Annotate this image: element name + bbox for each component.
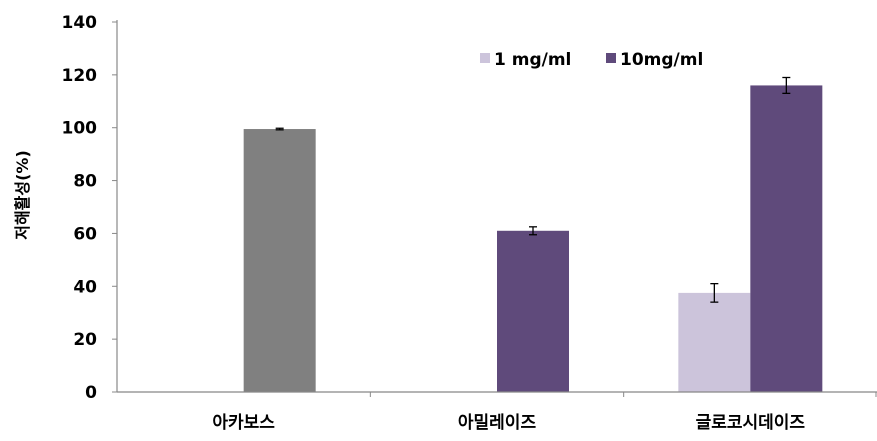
legend-swatch-10mg (606, 53, 616, 63)
y-axis-ticks: 0 20 40 60 80 100 120 140 (62, 13, 117, 403)
legend-label-1mg: 1 mg/ml (494, 50, 571, 70)
bars (243, 85, 823, 393)
x-category-label: 글로코시데이즈 (696, 413, 806, 433)
bar (678, 292, 751, 392)
bar (243, 129, 316, 393)
x-category-label: 아밀레이즈 (458, 412, 537, 433)
legend: 1 mg/ml 10mg/ml (480, 50, 703, 70)
legend-swatch-1mg (480, 53, 490, 63)
bar (750, 85, 823, 392)
y-tick-label: 80 (73, 172, 97, 192)
y-tick-label: 0 (85, 383, 97, 403)
legend-label-10mg: 10mg/ml (620, 50, 703, 70)
y-tick-label: 40 (73, 277, 97, 297)
y-tick-label: 140 (62, 13, 98, 33)
bar (497, 230, 569, 392)
y-axis-label: 저해활성(%) (13, 150, 32, 240)
error-bars (275, 76, 791, 303)
x-axis-categories: 아카보스 아밀레이즈 글로코시데이즈 (212, 392, 877, 433)
y-tick-label: 20 (73, 330, 97, 350)
x-category-label: 아카보스 (212, 413, 275, 433)
y-tick-label: 120 (62, 66, 98, 86)
y-tick-label: 60 (73, 224, 97, 244)
y-tick-label: 100 (62, 119, 98, 139)
